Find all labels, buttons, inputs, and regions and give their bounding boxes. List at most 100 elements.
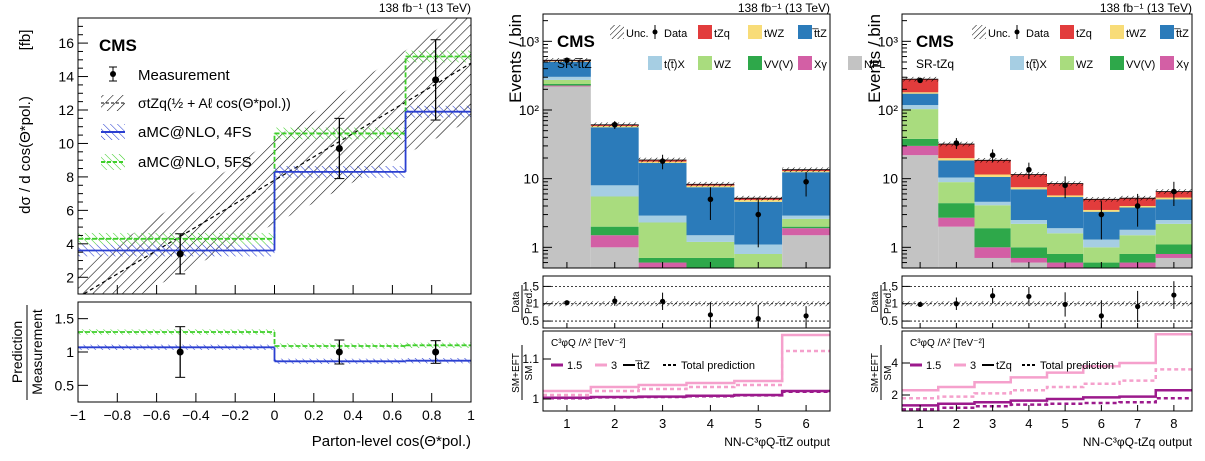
m-bar-NPL-1 xyxy=(590,247,639,268)
left-ratio-plot: 0.5 1 1.5 −1 −0.8 −0.6 −0.4 −0.2 0 0.2 0.4 0.6 0.8 1 xyxy=(55,311,476,423)
r-bar-WZ-6 xyxy=(1119,235,1156,254)
m-bar-t̅tZ-0 xyxy=(543,61,591,77)
m-bar-t(t̅)X-2 xyxy=(638,215,687,223)
r-bar-WZ-5 xyxy=(1083,247,1120,263)
r-legend-label-2: tZq xyxy=(1076,28,1092,40)
m-legend2-swatch-2 xyxy=(748,56,762,70)
r-ratio-ytick-label-0.5: 0.5 xyxy=(881,314,898,328)
mid-legend: Unc. Data tZq tWZ t̅tZ t(t̅)X WZ VV(V) Xγ NPL xyxy=(610,25,885,71)
m-bar-Xγ-5 xyxy=(782,228,830,236)
r-ytick-label-0: 1 xyxy=(890,239,898,255)
r-ratio-point-2 xyxy=(990,293,996,299)
r-data-point-4 xyxy=(1062,182,1068,189)
left-legend: Measurement σtZq(½ + Aℓ cos(Θ*pol.)) aMC… xyxy=(101,66,291,171)
r-legend-data-marker xyxy=(1014,29,1020,35)
r-bar-tWZ-3 xyxy=(1010,187,1047,190)
r-xtick-label-6: 7 xyxy=(1134,416,1141,431)
r-eft-line-1 xyxy=(902,396,1192,411)
r-xtick-label-4: 5 xyxy=(1062,416,1069,431)
r-bar-Xγ-2 xyxy=(974,247,1011,258)
left-ytick-label-2: 2 xyxy=(66,269,74,285)
r-legend-label-0: Unc. xyxy=(988,28,1011,40)
r-eftleg-15: 1.5 xyxy=(926,360,941,372)
r-bar-tWZ-0 xyxy=(902,92,939,94)
r-ytick-label-2: 10² xyxy=(878,102,899,118)
r-ratio-point-4 xyxy=(1062,301,1068,308)
r-data-point-5 xyxy=(1098,211,1105,218)
r-bar-t(t̅)X-1 xyxy=(938,177,975,183)
r-bar-t(t̅)X-5 xyxy=(1083,239,1120,248)
m-ratio-point-3 xyxy=(707,312,714,318)
mid-eft-frame xyxy=(542,330,831,412)
right-eft-label-top: SM+EFT xyxy=(870,353,881,393)
left-main-plot: 2 4 6 8 10 12 14 16 xyxy=(58,18,472,294)
left-xtick-label-−0.6: −0.6 xyxy=(143,407,171,423)
r-ratio-ytick-label-1: 1 xyxy=(891,297,898,311)
r-legend-swatch-4 xyxy=(1160,25,1174,39)
m-bar-VV(V)-0 xyxy=(543,84,591,86)
r-bar-tZq-0 xyxy=(902,79,939,93)
m-bar-WZ-2 xyxy=(638,222,687,258)
left-lumi-label: 138 fb⁻¹ (13 TeV) xyxy=(379,1,471,15)
r-eftleg-3: 3 xyxy=(970,360,976,372)
mid-main-frame xyxy=(542,13,831,269)
r-eftleg-proc: tZq xyxy=(996,360,1012,372)
m-data-point-5 xyxy=(803,179,809,185)
r-bar-t̅tZ-1 xyxy=(938,160,975,178)
r-legend-label-4: t̅tZ xyxy=(1173,28,1189,40)
ratio-meas-point-2 xyxy=(432,348,440,356)
left-ratio-ytick-label-0.5: 0.5 xyxy=(55,377,75,393)
m-bar-VV(V)-2 xyxy=(638,257,687,263)
r-bar-t(t̅)X-7 xyxy=(1155,220,1192,224)
left-ylabel: dσ / d cos(Θ*pol.) xyxy=(17,96,34,214)
r-eftleg-total: Total prediction xyxy=(1040,360,1114,372)
left-clipped-group xyxy=(78,18,471,294)
r-bar-VV(V)-4 xyxy=(1047,253,1084,263)
r-legend-swatch-2 xyxy=(1060,25,1074,39)
r-bar-NPL-0 xyxy=(902,155,939,268)
r-bar-WZ-4 xyxy=(1047,233,1084,254)
r-eft-line-3 xyxy=(902,368,1192,400)
r-eft-ytick-label-4: 4 xyxy=(891,356,898,370)
mid-eft-legend: 1.5 3 t̅tZ Total prediction xyxy=(551,360,755,372)
r-bar-WZ-1 xyxy=(938,182,975,204)
m-legend2-swatch-0 xyxy=(648,56,662,70)
r-bar-t(t̅)X-4 xyxy=(1047,228,1084,234)
r-bar-tZq-2 xyxy=(974,160,1011,175)
legend-fit: σtZq(½ + Aℓ cos(Θ*pol.)) xyxy=(138,95,291,111)
m-bar-Xγ-1 xyxy=(590,235,639,248)
m-eft-ytick-label-1: 1 xyxy=(532,392,539,406)
m-bar-t̅tZ-2 xyxy=(638,163,687,216)
m-eft-line-3 xyxy=(543,349,830,397)
m-ytick-label-2: 10² xyxy=(519,102,540,118)
left-xtick-label-−0.2: −0.2 xyxy=(221,407,249,423)
left-xtick-label-0.2: 0.2 xyxy=(304,407,324,423)
m-legend-swatch-0 xyxy=(610,25,624,39)
m-legend-swatch-4 xyxy=(798,25,812,39)
r-data-point-1 xyxy=(953,140,960,146)
m-ytick-label-3: 10³ xyxy=(519,33,540,49)
m-legend2-label-1: WZ xyxy=(714,59,731,71)
m-xtick-label-2: 3 xyxy=(659,416,666,431)
right-ylabel: Events / bin xyxy=(865,14,884,103)
m-xtick-label-5: 6 xyxy=(802,416,809,431)
r-bar-t(t̅)X-2 xyxy=(974,201,1011,206)
right-eft-frame xyxy=(901,330,1193,412)
m-data-point-1 xyxy=(611,121,618,128)
m-ratio-unc-band xyxy=(543,301,830,307)
fit-uncertainty-band xyxy=(78,18,471,294)
r-bar-VV(V)-2 xyxy=(974,228,1011,248)
m-ratio-point-0 xyxy=(564,300,570,306)
left-ytick-label-8: 8 xyxy=(66,169,74,185)
right-cms-label: CMS xyxy=(916,32,954,51)
r-bar-VV(V)-0 xyxy=(902,138,939,146)
legend-4fs: aMC@NLO, 4FS xyxy=(138,124,252,141)
left-ratio-ylabel-bot: Measurement xyxy=(29,309,45,395)
r-bar-tWZ-2 xyxy=(974,174,1011,177)
r-bar-t(t̅)X-0 xyxy=(902,105,939,110)
left-ytick-label-16: 16 xyxy=(58,35,74,51)
m-eftleg-3: 3 xyxy=(611,360,617,372)
mid-eft-plot: 1 1.1 1 2 3 4 5 6 xyxy=(522,333,830,431)
m-data-point-3 xyxy=(707,196,714,203)
mid-ylabel: Events / bin xyxy=(506,14,525,103)
